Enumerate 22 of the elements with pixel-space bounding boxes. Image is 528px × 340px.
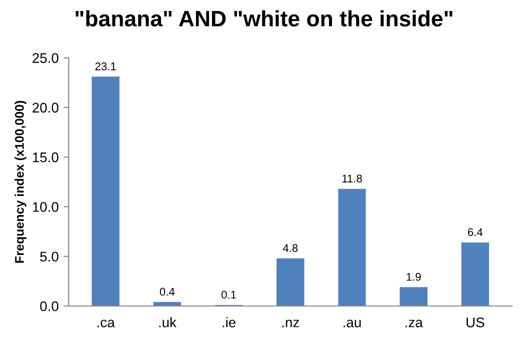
data-label: 11.8 — [342, 174, 362, 182]
data-label: 1.9 — [406, 272, 421, 281]
data-label: 0.1 — [222, 290, 236, 299]
x-tick-label: .uk — [159, 317, 176, 328]
x-tick-label: US — [466, 317, 484, 328]
data-label: 4.8 — [282, 244, 298, 252]
data-label: 0.4 — [160, 288, 175, 296]
y-tick-label: 5.0 — [40, 252, 58, 262]
y-tick-label: 20.0 — [32, 102, 58, 113]
y-axis-title: Frequency index (x100,000) — [14, 100, 26, 263]
y-tick-label: 0.0 — [40, 301, 58, 312]
x-tick-label: .ie — [222, 317, 236, 328]
chart-title: "banana" AND "white on the inside" — [76, 10, 452, 27]
x-tick-label: .au — [344, 320, 361, 328]
data-label: 6.4 — [468, 228, 483, 236]
x-tick-label: .nz — [282, 320, 299, 328]
y-tick-label: 15.0 — [32, 152, 58, 162]
data-label: 23.1 — [95, 62, 116, 70]
x-tick-label: .za — [406, 320, 423, 328]
y-tick-label: 10.0 — [32, 202, 58, 212]
y-tick-label: 25.0 — [32, 53, 58, 63]
x-tick-label: .ca — [98, 320, 115, 328]
